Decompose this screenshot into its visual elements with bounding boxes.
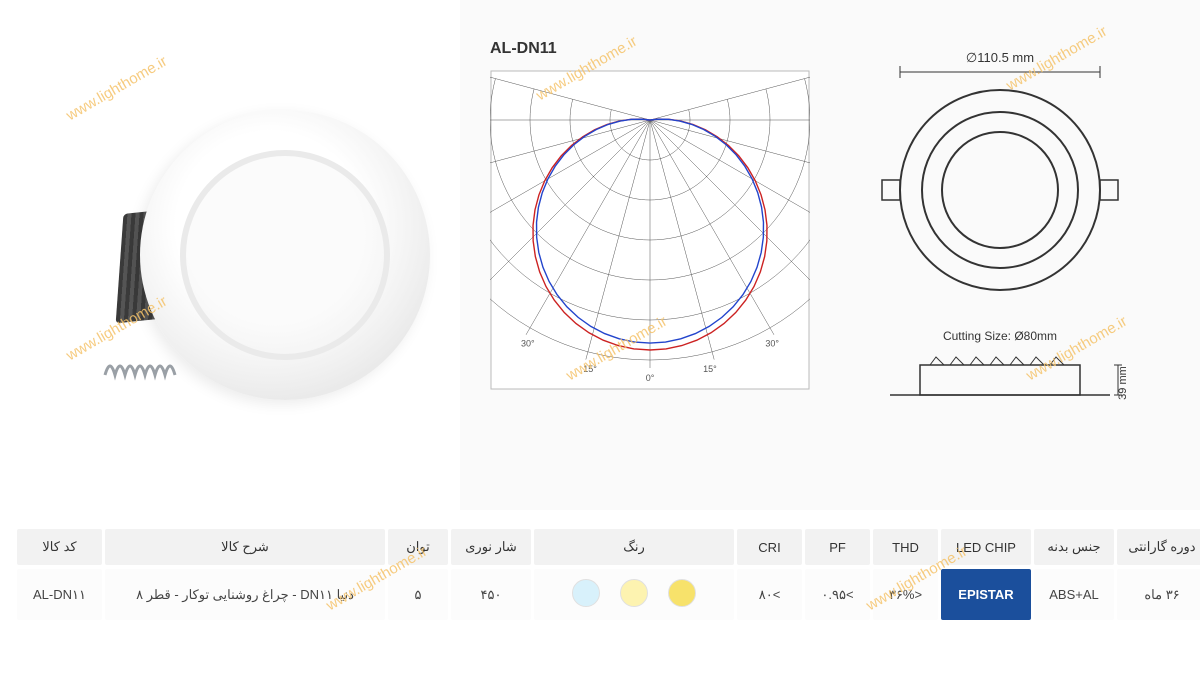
col-power: توان <box>388 529 448 565</box>
cell-color <box>534 569 734 620</box>
cell-pf: >۰.۹۵ <box>805 569 870 620</box>
color-swatch <box>668 579 696 607</box>
cell-warranty: ۳۶ ماه <box>1117 569 1200 620</box>
svg-text:15°: 15° <box>583 364 597 374</box>
svg-text:30°: 30° <box>765 338 779 348</box>
cell-cri: >۸۰ <box>737 569 802 620</box>
dimension-svg: ∅110.5 mm Cutting Size: Ø80mm 39 m <box>870 40 1130 460</box>
downlight-illustration <box>80 90 440 430</box>
cell-flux: ۴۵۰ <box>451 569 531 620</box>
svg-text:39 mm: 39 mm <box>1117 366 1129 400</box>
spec-header-row: دوره گارانتیجنس بدنهLED CHIPTHDPFCRIرنگش… <box>17 529 1200 565</box>
col-chip: LED CHIP <box>941 529 1031 565</box>
col-warranty: دوره گارانتی <box>1117 529 1200 565</box>
col-thd: THD <box>873 529 938 565</box>
polar-chart: AL-DN11 105°90°75°60°45°30°15°0°15°30° <box>490 40 830 470</box>
polar-title: AL-DN11 <box>490 40 830 58</box>
spring-clip-icon <box>100 350 190 400</box>
cell-chip: EPISTAR <box>941 569 1031 620</box>
svg-text:15°: 15° <box>703 364 717 374</box>
color-swatch <box>620 579 648 607</box>
col-body: جنس بدنه <box>1034 529 1114 565</box>
dimension-drawings: ∅110.5 mm Cutting Size: Ø80mm 39 m <box>870 40 1150 470</box>
spec-table: دوره گارانتیجنس بدنهLED CHIPTHDPFCRIرنگش… <box>14 525 1200 624</box>
product-photo <box>0 0 460 510</box>
lamp-lens <box>180 150 390 360</box>
col-color: رنگ <box>534 529 734 565</box>
polar-svg: 105°90°75°60°45°30°15°0°15°30° <box>490 70 810 390</box>
col-cri: CRI <box>737 529 802 565</box>
col-code: کد کالا <box>17 529 102 565</box>
col-flux: شار نوری <box>451 529 531 565</box>
svg-text:30°: 30° <box>521 338 535 348</box>
cutting-label: Cutting Size: Ø80mm <box>943 329 1057 343</box>
diameter-label: ∅110.5 mm <box>966 50 1034 65</box>
spec-table-container: دوره گارانتیجنس بدنهLED CHIPTHDPFCRIرنگش… <box>0 525 1200 624</box>
cell-desc: دنیا DN۱۱ - چراغ روشنایی توکار - قطر ۸ <box>105 569 385 620</box>
svg-text:0°: 0° <box>646 373 655 383</box>
cell-power: ۵ <box>388 569 448 620</box>
spec-data-row: ۳۶ ماهABS+ALEPISTAR<۳۶%>۰.۹۵>۸۰ ۴۵۰۵دنیا … <box>17 569 1200 620</box>
col-desc: شرح کالا <box>105 529 385 565</box>
figure-area: AL-DN11 105°90°75°60°45°30°15°0°15°30° ∅… <box>0 0 1200 510</box>
cell-code: AL-DN۱۱ <box>17 569 102 620</box>
cell-body: ABS+AL <box>1034 569 1114 620</box>
color-swatch <box>572 579 600 607</box>
diagrams-panel: AL-DN11 105°90°75°60°45°30°15°0°15°30° ∅… <box>460 0 1200 510</box>
col-pf: PF <box>805 529 870 565</box>
cell-thd: <۳۶% <box>873 569 938 620</box>
